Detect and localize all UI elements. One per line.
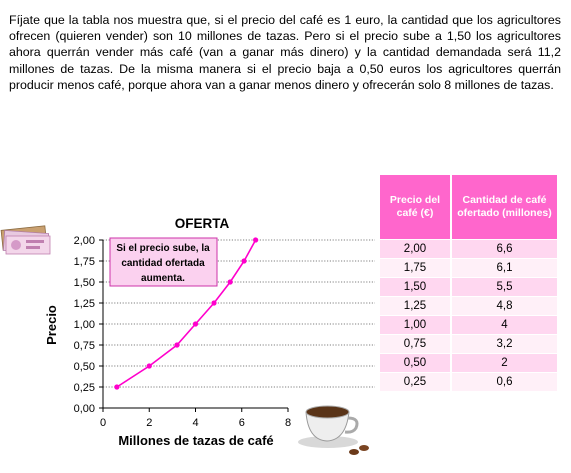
x-tick-label: 2 xyxy=(146,417,152,429)
quantity-cell: 6,1 xyxy=(451,258,557,278)
price-cell: 1,00 xyxy=(380,315,452,335)
x-tick-label: 0 xyxy=(100,417,106,429)
x-tick-label: 8 xyxy=(285,417,291,429)
data-point xyxy=(227,279,233,285)
quantity-cell: 2 xyxy=(451,353,557,373)
header-quantity: Cantidad de café ofertado (millones) xyxy=(451,175,557,240)
annotation-box xyxy=(109,237,218,287)
quantity-cell: 6,6 xyxy=(451,239,557,259)
intro-paragraph: Fíjate que la tabla nos muestra que, si … xyxy=(9,13,561,92)
euro-banknotes-icon xyxy=(0,225,51,255)
y-tick-label: 1,50 xyxy=(74,277,95,289)
price-cell: 1,75 xyxy=(380,258,452,278)
y-tick-label: 1,00 xyxy=(74,319,95,331)
quantity-cell: 5,5 xyxy=(451,277,557,297)
annotation-line-2: cantidad ofertada xyxy=(121,258,205,269)
y-tick-label: 0,00 xyxy=(74,403,95,415)
y-tick-label: 1,25 xyxy=(74,298,95,310)
quantity-cell: 3,2 xyxy=(451,334,557,354)
table-row: 0,25 0,6 xyxy=(380,372,557,391)
y-tick-label: 0,25 xyxy=(74,382,95,394)
x-axis-label: Millones de tazas de café xyxy=(118,433,273,448)
data-point xyxy=(192,321,199,327)
data-point xyxy=(241,258,247,264)
table-row: 1,00 4 xyxy=(380,315,557,335)
data-point xyxy=(211,300,217,306)
table-row: 1,25 4,8 xyxy=(380,296,557,316)
price-cell: 0,75 xyxy=(380,334,452,354)
annotation-line-1: Si el precio sube, la xyxy=(116,243,210,254)
quantity-cell: 4 xyxy=(451,315,557,335)
header-price: Precio del café (€) xyxy=(380,175,452,240)
data-point xyxy=(114,384,120,390)
price-cell: 0,25 xyxy=(380,372,452,391)
y-tick-label: 0,50 xyxy=(74,361,95,373)
price-cell: 2,00 xyxy=(380,239,452,259)
supply-curve xyxy=(116,239,257,388)
x-tick-label: 4 xyxy=(192,417,198,429)
price-cell: 0,50 xyxy=(380,353,452,373)
quantity-cell: 4,8 xyxy=(451,296,557,316)
coffee-cup-icon xyxy=(298,405,369,455)
table-row: 0,75 3,2 xyxy=(380,334,557,354)
table-row: 1,75 6,1 xyxy=(380,258,557,278)
annotation-line-3: aumenta. xyxy=(141,273,185,284)
supply-table: Precio del café (€) Cantidad de café ofe… xyxy=(380,175,557,391)
chart-title: OFERTA xyxy=(175,216,230,231)
x-tick-label: 6 xyxy=(239,417,245,429)
y-tick-label: 1,75 xyxy=(74,256,95,268)
data-point xyxy=(253,237,259,243)
quantity-cell: 0,6 xyxy=(451,372,557,391)
y-tick-label: 0,75 xyxy=(74,340,95,352)
table-row: 0,50 2 xyxy=(380,353,557,373)
table-row: 2,00 6,6 xyxy=(380,239,557,259)
price-cell: 1,25 xyxy=(380,296,452,316)
price-cell: 1,50 xyxy=(380,277,452,297)
data-point xyxy=(174,342,180,348)
data-point xyxy=(146,363,152,369)
y-tick-label: 2,00 xyxy=(74,235,95,247)
table-row: 1,50 5,5 xyxy=(380,277,557,297)
y-axis-label: Precio xyxy=(44,305,59,345)
